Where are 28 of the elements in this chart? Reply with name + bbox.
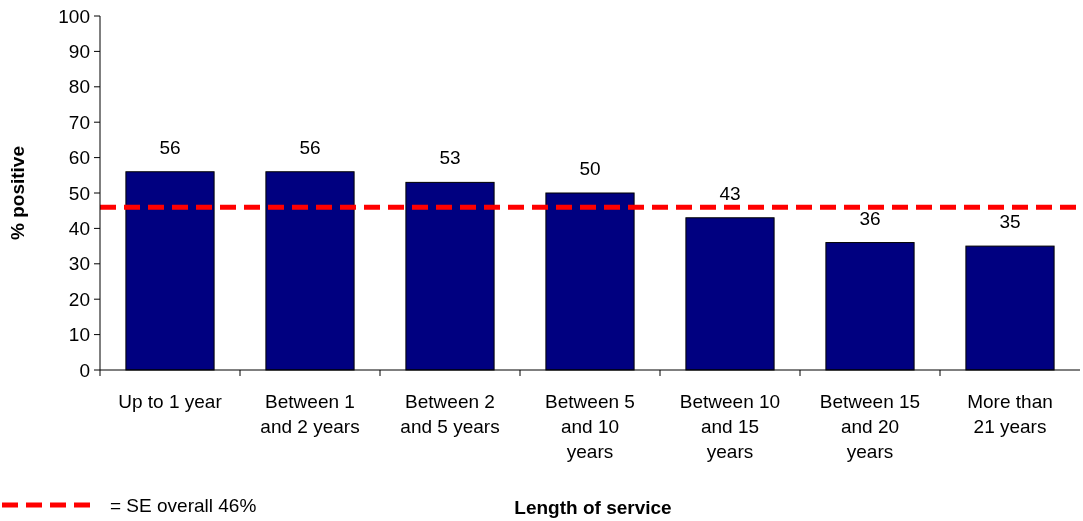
y-tick-label: 30 [68,253,90,275]
x-tick-label: Between 5 and 10 years [545,391,635,462]
data-label: 56 [159,136,181,158]
data-label: 43 [719,182,741,204]
y-tick-label: 100 [58,5,90,27]
y-tick-label: 80 [68,76,90,98]
x-tick-label: Between 15 and 20 years [819,391,921,462]
x-tick-label: Between 1 and 2 years [260,391,360,437]
y-tick-label: 20 [68,288,90,310]
data-label: 36 [859,207,881,229]
x-tick-label: More than 21 years [967,391,1053,437]
y-tick-label: 0 [79,359,90,381]
data-label: 35 [999,211,1021,233]
data-label: 50 [579,158,601,179]
x-tick-label: Between 2 and 5 years [400,391,500,437]
data-label: 56 [299,136,321,158]
x-axis-title: Length of service [514,497,672,518]
y-tick-label: 50 [68,182,90,204]
legend-label: = SE overall 46% [110,494,257,516]
y-tick-label: 60 [68,147,90,169]
y-tick-label: 70 [68,111,90,133]
y-tick-label: 10 [68,324,90,346]
y-tick-label: 40 [68,218,90,240]
y-tick-label: 90 [68,41,90,63]
data-label: 53 [439,147,461,169]
y-axis-title: % positive [7,146,28,240]
x-tick-label: Between 10 and 15 years [679,391,781,462]
x-tick-label: Up to 1 year [118,391,223,412]
